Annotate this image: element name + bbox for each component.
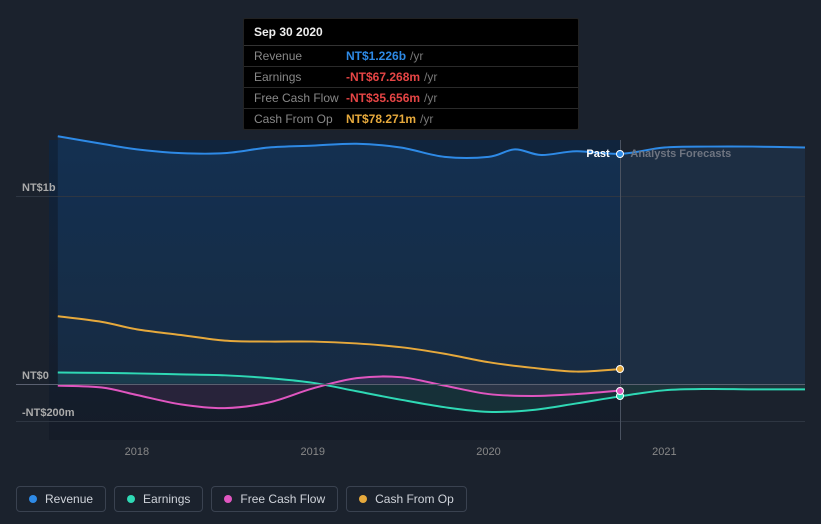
series-marker: [616, 150, 624, 158]
y-gridline: [16, 196, 805, 197]
tooltip-metric-value: -NT$67.268m: [346, 70, 420, 84]
legend-item-free-cash-flow[interactable]: Free Cash Flow: [211, 486, 338, 512]
x-axis-tick: 2021: [652, 446, 676, 458]
plot-area: [49, 140, 805, 440]
chart-container: { "tooltip": { "date": "Sep 30 2020", "p…: [0, 0, 821, 524]
tooltip-metric-label: Revenue: [254, 49, 346, 63]
x-axis-tick: 2018: [125, 446, 149, 458]
x-axis-tick: 2020: [476, 446, 500, 458]
tooltip-metric-value: NT$1.226b: [346, 49, 406, 63]
legend-label: Free Cash Flow: [240, 492, 325, 506]
tooltip-unit: /yr: [424, 91, 437, 105]
y-gridline: [16, 384, 805, 385]
series-marker: [616, 365, 624, 373]
legend-item-earnings[interactable]: Earnings: [114, 486, 203, 512]
y-axis-label: -NT$200m: [22, 407, 75, 419]
x-axis-tick: 2019: [300, 446, 324, 458]
tooltip-row: Free Cash Flow-NT$35.656m/yr: [244, 88, 578, 109]
region-label-past: Past: [586, 148, 609, 160]
series-marker: [616, 387, 624, 395]
y-axis-label: NT$1b: [22, 182, 56, 194]
legend-swatch: [127, 495, 135, 503]
legend-label: Cash From Op: [375, 492, 454, 506]
hover-tooltip: Sep 30 2020 RevenueNT$1.226b/yrEarnings-…: [243, 18, 579, 130]
legend-label: Revenue: [45, 492, 93, 506]
tooltip-metric-label: Free Cash Flow: [254, 91, 346, 105]
y-axis-label: NT$0: [22, 370, 49, 382]
tooltip-metric-value: -NT$35.656m: [346, 91, 420, 105]
y-gridline: [16, 421, 805, 422]
legend-swatch: [29, 495, 37, 503]
legend: Revenue Earnings Free Cash Flow Cash From O…: [16, 486, 467, 512]
earnings-chart[interactable]: NT$1b NT$0 -NT$200m Past Analysts Forecasts 2…: [16, 120, 805, 460]
tooltip-date: Sep 30 2020: [244, 19, 578, 46]
legend-item-revenue[interactable]: Revenue: [16, 486, 106, 512]
tooltip-unit: /yr: [424, 70, 437, 84]
region-label-forecast: Analysts Forecasts: [630, 148, 731, 160]
tooltip-unit: /yr: [410, 49, 423, 63]
tooltip-row: Earnings-NT$67.268m/yr: [244, 67, 578, 88]
legend-swatch: [359, 495, 367, 503]
tooltip-row: RevenueNT$1.226b/yr: [244, 46, 578, 67]
legend-item-cash-from-op[interactable]: Cash From Op: [346, 486, 467, 512]
legend-swatch: [224, 495, 232, 503]
tooltip-metric-label: Earnings: [254, 70, 346, 84]
legend-label: Earnings: [143, 492, 190, 506]
